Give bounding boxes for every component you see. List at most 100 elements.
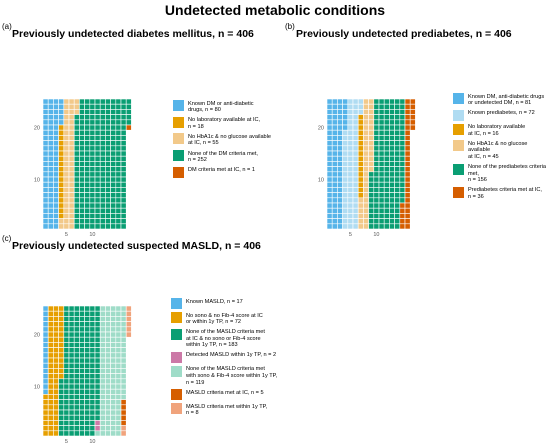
waffle-cell-category-2: [58, 331, 65, 338]
waffle-cell-category-3: [58, 409, 65, 416]
y-tick-label: 10: [34, 178, 40, 184]
waffle-cell-category-5: [120, 316, 127, 322]
waffle-cell-category-3: [73, 352, 80, 359]
waffle-cell-category-5: [110, 362, 117, 369]
waffle-cell-category-3: [79, 394, 85, 400]
waffle-cell-category-3: [79, 316, 85, 322]
legend-label: None of the DM criteria met, n = 252: [188, 150, 258, 164]
waffle-cell-category-2: [58, 368, 65, 374]
waffle-cell-category-5: [110, 404, 117, 411]
waffle-cell-category-2: [58, 326, 65, 333]
waffle-cell-category-3: [89, 316, 96, 322]
waffle-cell-category-4: [94, 425, 101, 432]
y-tick-label: 20: [318, 126, 324, 132]
waffle-cell-category-3: [89, 383, 96, 390]
legend-label: MASLD criteria met within 1y TP, n = 8: [186, 403, 268, 417]
legend-label: Known DM, anti-diabetic drugs or undetec…: [468, 93, 545, 107]
waffle-cell-category-3: [68, 404, 75, 411]
waffle-cell-category-3: [84, 430, 91, 437]
waffle-cell-category-5: [105, 378, 111, 385]
waffle-cell-category-5: [99, 399, 106, 406]
waffle-cell-category-5: [110, 394, 117, 400]
waffle-cell-category-7: [125, 310, 132, 317]
waffle-cell-category-5: [115, 430, 122, 437]
waffle-cell-category-3: [63, 420, 70, 426]
waffle-cell-category-2: [47, 425, 54, 432]
waffle-cell-category-2: [42, 420, 49, 426]
y-tick-label: 20: [34, 333, 40, 339]
waffle-cell-category-3: [68, 383, 75, 390]
waffle-cell-category-1: [42, 383, 49, 390]
waffle-cell-category-2: [47, 378, 54, 385]
waffle-cell-category-2: [47, 414, 54, 421]
waffle-cell-category-2: [47, 399, 54, 406]
waffle-cell-category-3: [73, 378, 80, 385]
waffle-cell-category-3: [79, 414, 85, 421]
waffle-cell-category-2: [53, 352, 59, 359]
waffle-cell-category-3: [94, 342, 101, 348]
waffle-cell-category-7: [120, 430, 127, 437]
waffle-cell-category-3: [84, 347, 91, 354]
legend-item: Prediabetes criteria met at IC, n = 36: [453, 186, 549, 201]
y-tick-label: 10: [34, 385, 40, 391]
panel-b-title: Previously undetected prediabetes, n = 4…: [296, 28, 512, 40]
y-tick-label: 10: [318, 178, 324, 184]
legend-swatch: [173, 116, 184, 128]
legend-item: Detected MASLD within 1y TP, n = 2: [171, 351, 291, 363]
waffle-cell-category-5: [110, 420, 117, 426]
waffle-cell-category-5: [105, 394, 111, 400]
waffle-cell-category-2: [47, 383, 54, 390]
waffle-cell-category-3: [89, 305, 96, 312]
waffle-cell-category-3: [68, 331, 75, 338]
waffle-cell-category-3: [79, 347, 85, 354]
waffle-cell-category-2: [53, 430, 59, 437]
waffle-cell-category-3: [89, 342, 96, 348]
waffle-cell-category-5: [120, 362, 127, 369]
waffle-cell-category-5: [105, 357, 111, 364]
waffle-cell-category-5: [99, 310, 106, 317]
waffle-cell-category-2: [53, 414, 59, 421]
waffle-cell-category-1: [42, 373, 49, 380]
waffle-cell-category-5: [115, 326, 122, 333]
waffle-cell-category-3: [68, 420, 75, 426]
waffle-cell-category-3: [68, 316, 75, 322]
waffle-cell-category-2: [58, 347, 65, 354]
waffle-cell-category-3: [89, 388, 96, 395]
waffle-cell-category-2: [53, 331, 59, 338]
waffle-cell-category-3: [63, 383, 70, 390]
waffle-cell-category-3: [89, 357, 96, 364]
waffle-cell-category-3: [84, 321, 91, 328]
waffle-cell-category-5: [120, 321, 127, 328]
waffle-cell-category-2: [58, 342, 65, 348]
waffle-cell-category-2: [47, 388, 54, 395]
legend-label: MASLD criteria met at IC, n = 5: [186, 389, 264, 396]
waffle-cell-category-4: [120, 223, 127, 230]
waffle-cell-category-7: [125, 326, 132, 333]
waffle-cell-category-3: [84, 383, 91, 390]
waffle-cell-category-3: [94, 404, 101, 411]
waffle-cell-category-5: [99, 326, 106, 333]
legend-item: Known DM or anti-diabetic drugs, n = 80: [173, 100, 283, 114]
waffle-cell-category-3: [63, 362, 70, 369]
waffle-cell-category-5: [110, 326, 117, 333]
waffle-cell-category-1: [42, 321, 49, 328]
waffle-cell-category-5: [99, 404, 106, 411]
waffle-cell-category-3: [73, 310, 80, 317]
waffle-cell-category-3: [73, 321, 80, 328]
waffle-cell-category-5: [120, 305, 127, 312]
waffle-cell-category-3: [73, 383, 80, 390]
waffle-cell-category-5: [115, 368, 122, 374]
waffle-cell-category-3: [63, 352, 70, 359]
waffle-cell-category-2: [53, 399, 59, 406]
waffle-cell-category-2: [47, 394, 54, 400]
waffle-cell-category-3: [89, 414, 96, 421]
waffle-cell-category-5: [110, 321, 117, 328]
waffle-cell-category-3: [68, 362, 75, 369]
legend-swatch: [453, 123, 464, 135]
waffle-cell-category-5: [115, 409, 122, 416]
waffle-cell-category-2: [53, 368, 59, 374]
waffle-cell-category-3: [73, 305, 80, 312]
waffle-cell-category-5: [105, 326, 111, 333]
waffle-cell-category-3: [94, 305, 101, 312]
